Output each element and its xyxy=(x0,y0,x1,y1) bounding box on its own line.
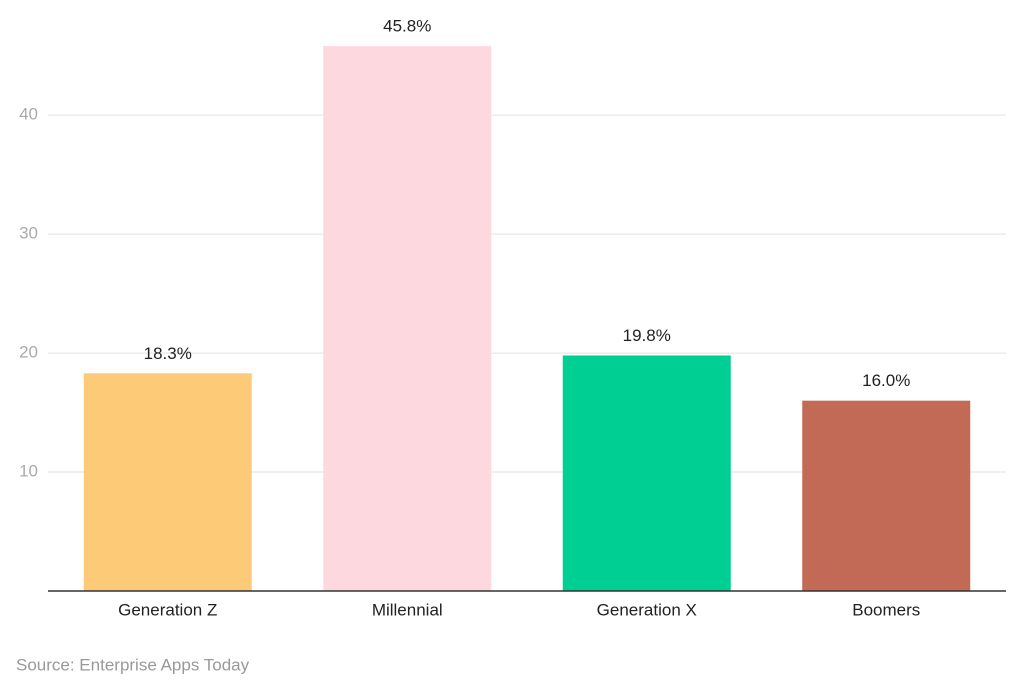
bar xyxy=(562,355,731,591)
x-tick-label: Generation Z xyxy=(118,600,217,619)
data-label: 18.3% xyxy=(144,344,192,363)
bar xyxy=(323,46,492,591)
y-tick-label: 30 xyxy=(19,224,38,243)
data-label: 16.0% xyxy=(862,371,910,390)
x-tick-label: Boomers xyxy=(852,600,920,619)
x-tick-label: Millennial xyxy=(372,600,443,619)
bar xyxy=(83,373,252,591)
bar xyxy=(802,400,971,591)
data-label: 19.8% xyxy=(623,326,671,345)
x-tick-label: Generation X xyxy=(597,600,697,619)
data-label: 45.8% xyxy=(383,17,431,36)
source-note: Source: Enterprise Apps Today xyxy=(16,655,250,674)
y-tick-label: 10 xyxy=(19,462,38,481)
y-tick-label: 20 xyxy=(19,343,38,362)
y-tick-label: 40 xyxy=(19,105,38,124)
